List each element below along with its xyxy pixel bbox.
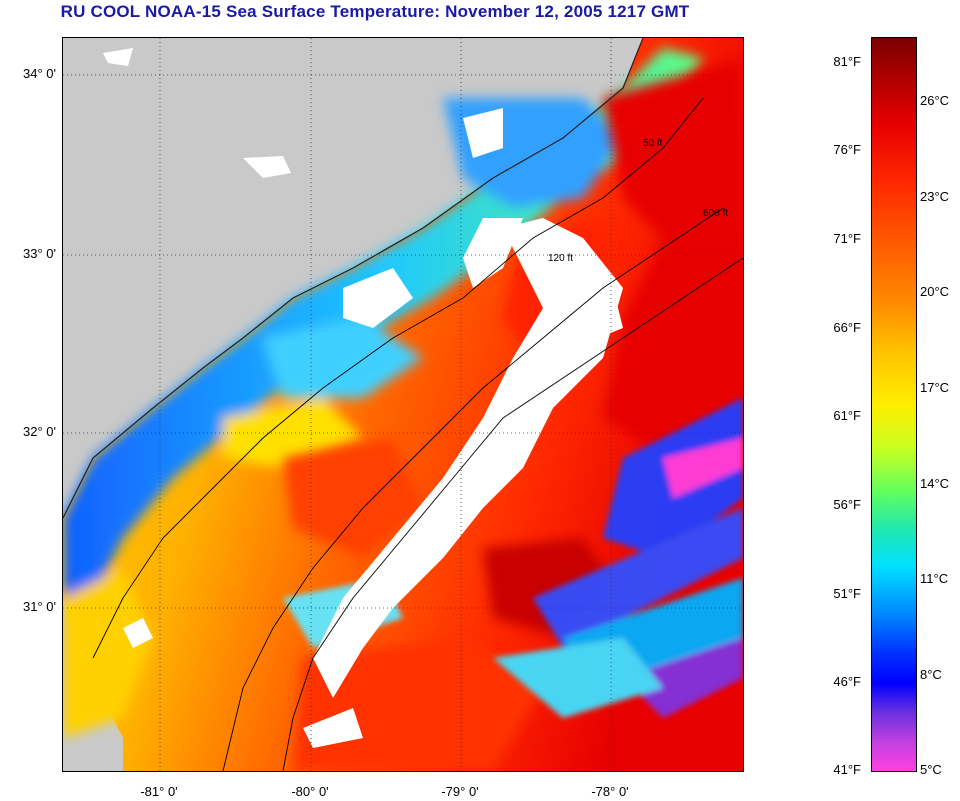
fahrenheit-label: 51°F	[833, 586, 861, 601]
lon-label: -80° 0'	[291, 784, 329, 799]
fahrenheit-label: 61°F	[833, 408, 861, 423]
celsius-label: 11°C	[920, 571, 949, 586]
lat-label: 33° 0'	[23, 246, 56, 261]
celsius-label: 14°C	[920, 476, 950, 491]
lat-label: 32° 0'	[23, 424, 56, 439]
lat-label: 34° 0'	[23, 66, 56, 81]
celsius-label: 5°C	[920, 762, 942, 777]
celsius-label: 8°C	[920, 667, 942, 682]
contour-label: 120 ft	[548, 253, 574, 264]
contour-label: 50 ft	[643, 138, 663, 149]
fahrenheit-label: 46°F	[833, 674, 861, 689]
coastline	[63, 38, 644, 519]
lon-label: -79° 0'	[441, 784, 479, 799]
celsius-label: 20°C	[920, 284, 950, 299]
bathymetry-contours	[92, 97, 743, 771]
sst-map[interactable]: 50 ft 120 ft 600 ft	[62, 37, 744, 772]
fahrenheit-label: 41°F	[833, 762, 861, 777]
fahrenheit-label: 71°F	[833, 231, 861, 246]
lon-label: -81° 0'	[140, 784, 178, 799]
fahrenheit-label: 81°F	[833, 54, 861, 69]
cloud-cover	[103, 48, 623, 748]
celsius-label: 23°C	[920, 189, 950, 204]
color-scale-bar	[871, 37, 917, 772]
lat-label: 31° 0'	[23, 599, 56, 614]
fahrenheit-label: 76°F	[833, 142, 861, 157]
contour-label: 600 ft	[703, 208, 729, 219]
fahrenheit-label: 56°F	[833, 497, 861, 512]
sst-map-graphic	[63, 38, 743, 771]
lat-lon-grid	[63, 38, 743, 771]
celsius-label: 26°C	[920, 93, 950, 108]
celsius-label: 17°C	[920, 380, 950, 395]
lon-label: -78° 0'	[591, 784, 629, 799]
fahrenheit-label: 66°F	[833, 320, 861, 335]
page-title: RU COOL NOAA-15 Sea Surface Temperature:…	[60, 2, 690, 21]
